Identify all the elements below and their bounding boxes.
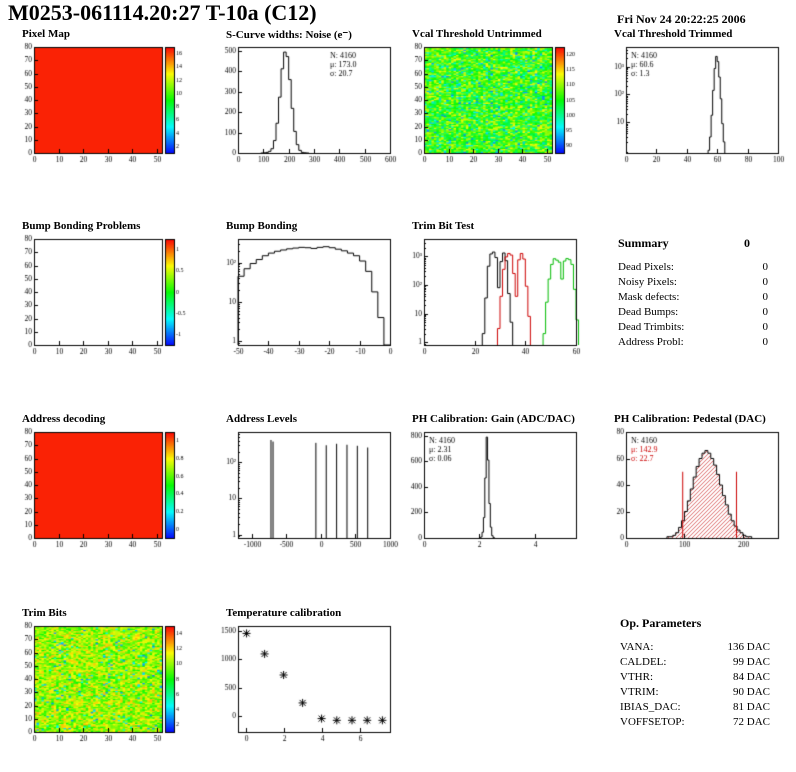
chart-title: PH Calibration: Pedestal (DAC) xyxy=(614,413,766,425)
trim-bit-test-canvas xyxy=(398,233,588,361)
summary-row: Mask defects: 0 xyxy=(618,290,768,305)
vcal-trimmed-canvas xyxy=(600,41,790,169)
op-parameter-label: VTRIM: xyxy=(620,686,659,698)
op-parameter-value: 84 DAC xyxy=(733,671,770,683)
op-parameter-row: CALDEL: 99 DAC xyxy=(620,655,770,670)
bump-problems-canvas xyxy=(8,233,198,361)
chart-address-decoding: Address decoding xyxy=(8,413,198,554)
op-parameter-row: VTRIM: 90 DAC xyxy=(620,685,770,700)
op-parameter-label: VOFFSETOP: xyxy=(620,716,685,728)
summary-row: Address Probl: 0 xyxy=(618,335,768,350)
op-parameter-row: VOFFSETOP: 72 DAC xyxy=(620,715,770,730)
chart-address-levels: Address Levels xyxy=(212,413,402,554)
op-parameter-row: VTHR: 84 DAC xyxy=(620,670,770,685)
summary-row-label: Noisy Pixels: xyxy=(618,276,677,288)
op-parameter-label: CALDEL: xyxy=(620,656,667,668)
op-parameter-label: IBIAS_DAC: xyxy=(620,701,681,713)
chart-title: Trim Bit Test xyxy=(412,220,475,232)
summary-row-label: Address Probl: xyxy=(618,336,684,348)
summary-row-label: Dead Bumps: xyxy=(618,306,679,318)
ph-pedestal-canvas xyxy=(600,426,790,554)
summary-row-label: Mask defects: xyxy=(618,291,680,303)
summary-row-value: 0 xyxy=(762,261,769,273)
op-parameter-label: VTHR: xyxy=(620,671,653,683)
op-parameters-title: Op. Parameters xyxy=(620,616,702,630)
chart-bump-bonding: Bump Bonding xyxy=(212,220,402,361)
summary-header: Summary 0 xyxy=(618,236,750,251)
op-parameter-value: 72 DAC xyxy=(733,716,770,728)
summary-row-value: 0 xyxy=(762,306,769,318)
chart-vcal-trimmed: Vcal Threshold Trimmed xyxy=(600,28,790,169)
op-parameter-value: 81 DAC xyxy=(733,701,770,713)
chart-vcal-untrimmed: Vcal Threshold Untrimmed xyxy=(398,28,588,169)
chart-title: Vcal Threshold Untrimmed xyxy=(412,28,542,40)
chart-title: S-Curve widths: Noise (e⁻) xyxy=(226,29,352,41)
summary-row: Noisy Pixels: 0 xyxy=(618,275,768,290)
chart-title: Bump Bonding xyxy=(226,220,298,232)
op-parameter-row: IBIAS_DAC: 81 DAC xyxy=(620,700,770,715)
address-levels-canvas xyxy=(212,426,402,554)
chart-temperature-calibration: Temperature calibration xyxy=(212,607,402,748)
summary-panel: Summary 0 Dead Pixels: 0 Noisy Pixels: 0… xyxy=(618,236,768,350)
chart-title: Address decoding xyxy=(22,413,106,425)
chart-bump-bonding-problems: Bump Bonding Problems xyxy=(8,220,198,361)
report-timestamp: Fri Nov 24 20:22:25 2006 xyxy=(617,12,746,26)
summary-title: Summary xyxy=(618,236,669,250)
chart-trim-bits: Trim Bits xyxy=(8,607,198,748)
op-parameter-value: 136 DAC xyxy=(727,641,770,653)
vcal-untrimmed-canvas xyxy=(398,41,588,169)
summary-row-label: Dead Trimbits: xyxy=(618,321,685,333)
summary-row-value: 0 xyxy=(762,321,769,333)
chart-title: Trim Bits xyxy=(22,607,67,619)
page-title: M0253-061114.20:27 T-10a (C12) xyxy=(8,0,317,25)
op-parameters-panel: Op. Parameters VANA: 136 DAC CALDEL: 99 … xyxy=(620,616,770,730)
op-parameter-label: VANA: xyxy=(620,641,654,653)
summary-row-value: 0 xyxy=(762,336,769,348)
op-parameter-value: 90 DAC xyxy=(733,686,770,698)
summary-row: Dead Pixels: 0 xyxy=(618,260,768,275)
op-parameter-value: 99 DAC xyxy=(733,656,770,668)
summary-row-value: 0 xyxy=(762,276,769,288)
chart-title: PH Calibration: Gain (ADC/DAC) xyxy=(412,413,575,425)
chart-trim-bit-test: Trim Bit Test xyxy=(398,220,588,361)
address-decoding-canvas xyxy=(8,426,198,554)
chart-title: Vcal Threshold Trimmed xyxy=(614,28,733,40)
ph-gain-canvas xyxy=(398,426,588,554)
chart-ph-gain: PH Calibration: Gain (ADC/DAC) xyxy=(398,413,588,554)
chart-ph-pedestal: PH Calibration: Pedestal (DAC) xyxy=(600,413,790,554)
chart-title: Temperature calibration xyxy=(226,607,342,619)
chart-title: Bump Bonding Problems xyxy=(22,220,141,232)
summary-total: 0 xyxy=(744,236,750,250)
summary-row: Dead Trimbits: 0 xyxy=(618,320,768,335)
bump-bonding-canvas xyxy=(212,233,402,361)
op-parameter-row: VANA: 136 DAC xyxy=(620,640,770,655)
chart-title: Address Levels xyxy=(226,413,297,425)
pixel-map-canvas xyxy=(8,41,198,169)
chart-pixel-map: Pixel Map xyxy=(8,28,198,169)
temperature-calibration-canvas xyxy=(212,620,402,748)
chart-title: Pixel Map xyxy=(22,28,70,40)
scurve-noise-canvas xyxy=(212,41,402,169)
trim-bits-canvas xyxy=(8,620,198,748)
summary-row-label: Dead Pixels: xyxy=(618,261,674,273)
summary-row-value: 0 xyxy=(762,291,769,303)
chart-scurve-noise: S-Curve widths: Noise (e⁻) xyxy=(212,28,402,169)
summary-row: Dead Bumps: 0 xyxy=(618,305,768,320)
